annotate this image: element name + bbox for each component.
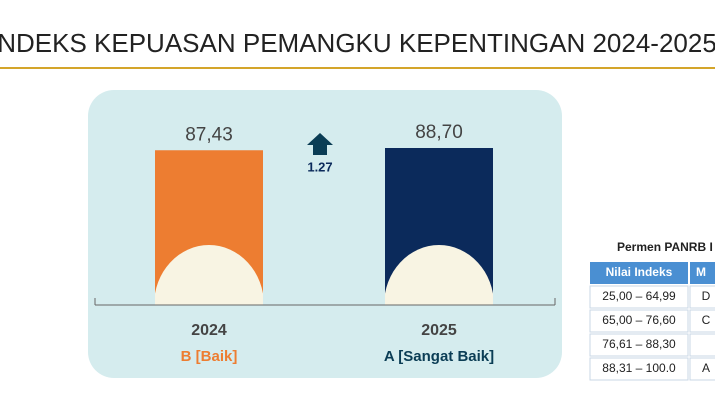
value-label: 87,43 xyxy=(185,124,233,145)
up-arrow-icon xyxy=(307,133,333,155)
cell-text: 25,00 – 64,99 xyxy=(602,289,676,303)
category-label: 2024 xyxy=(191,322,227,339)
bar-decoration xyxy=(155,245,263,305)
cell xyxy=(589,285,689,309)
header-text: Nilai Indeks xyxy=(606,265,673,279)
cell-text: 76,61 – 88,30 xyxy=(602,337,676,351)
table-title: Permen PANRB I xyxy=(617,240,713,254)
cell-text: A xyxy=(702,361,710,375)
cell-text: 65,00 – 76,60 xyxy=(602,313,676,327)
grade-label: A [Sangat Baik] xyxy=(384,348,494,365)
reference-table: Permen PANRB I Nilai Indeks M 25,00 – 64,9… xyxy=(589,240,715,381)
category-label: 2025 xyxy=(421,322,457,339)
cell xyxy=(689,357,715,381)
cell xyxy=(589,309,689,333)
grade-label: B [Baik] xyxy=(181,348,238,365)
cell xyxy=(589,333,689,357)
slide-title: INDEKS KEPUASAN PEMANGKU KEPENTINGAN 202… xyxy=(0,28,715,58)
cell xyxy=(689,309,715,333)
cell xyxy=(689,333,715,357)
chart: 87,43 2024 B [Baik] 88,70 2025 A [Sangat Baik… xyxy=(155,122,494,365)
value-label: 88,70 xyxy=(415,122,463,143)
cell-text: D xyxy=(702,289,711,303)
cell xyxy=(689,285,715,309)
cell-text: 88,31 – 100.0 xyxy=(602,361,676,375)
header-cell xyxy=(690,262,715,284)
cell xyxy=(589,357,689,381)
header-cell xyxy=(590,262,688,284)
annotation: 1.27 xyxy=(307,159,332,174)
header-text: M xyxy=(696,265,706,279)
bar-decoration xyxy=(385,245,493,305)
cell-text: C xyxy=(702,313,711,327)
